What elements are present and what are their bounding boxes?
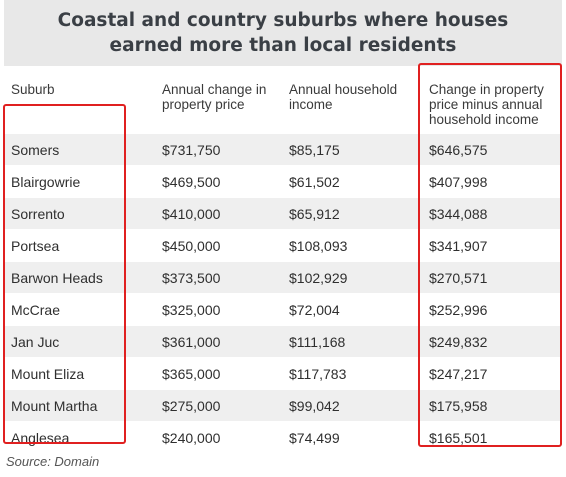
header-price-minus-income: Change in property price minus annual ho… bbox=[429, 82, 544, 127]
table-row: Somers $731,750 $85,175 $646,575 bbox=[4, 134, 562, 166]
header-suburb: Suburb bbox=[11, 82, 55, 97]
cell-price-change: $469,500 bbox=[162, 174, 221, 190]
table-title-box: Coastal and country suburbs where houses… bbox=[4, 0, 562, 66]
cell-suburb: Anglesea bbox=[11, 430, 70, 446]
cell-price-minus-income: $252,996 bbox=[429, 302, 488, 318]
cell-price-change: $731,750 bbox=[162, 142, 221, 158]
cell-price-change: $373,500 bbox=[162, 270, 221, 286]
cell-suburb: Jan Juc bbox=[11, 334, 60, 350]
cell-price-minus-income: $175,958 bbox=[429, 398, 488, 414]
table-title: Coastal and country suburbs where houses… bbox=[57, 10, 509, 56]
cell-price-minus-income: $646,575 bbox=[429, 142, 488, 158]
table-row: Anglesea $240,000 $74,499 $165,501 bbox=[4, 422, 562, 454]
cell-household-income: $102,929 bbox=[289, 270, 348, 286]
cell-price-minus-income: $165,501 bbox=[429, 430, 488, 446]
header-household-income: Annual household income bbox=[289, 82, 398, 112]
header-price-change: Annual change in property price bbox=[162, 82, 267, 112]
table-row: McCrae $325,000 $72,004 $252,996 bbox=[4, 294, 562, 326]
cell-suburb: Mount Martha bbox=[11, 398, 98, 414]
cell-suburb: Somers bbox=[11, 142, 60, 158]
cell-price-change: $325,000 bbox=[162, 302, 221, 318]
cell-price-minus-income: $249,832 bbox=[429, 334, 488, 350]
cell-household-income: $61,502 bbox=[289, 174, 340, 190]
cell-household-income: $108,093 bbox=[289, 238, 348, 254]
table-row: Mount Eliza $365,000 $117,783 $247,217 bbox=[4, 358, 562, 390]
cell-price-minus-income: $270,571 bbox=[429, 270, 488, 286]
table-row: Sorrento $410,000 $65,912 $344,088 bbox=[4, 198, 562, 230]
cell-household-income: $99,042 bbox=[289, 398, 340, 414]
source-note: Source: Domain bbox=[6, 454, 100, 469]
table-row: Portsea $450,000 $108,093 $341,907 bbox=[4, 230, 562, 262]
cell-price-minus-income: $341,907 bbox=[429, 238, 488, 254]
cell-suburb: McCrae bbox=[11, 302, 61, 318]
cell-household-income: $65,912 bbox=[289, 206, 340, 222]
cell-suburb: Blairgowrie bbox=[11, 174, 81, 190]
table-row: Blairgowrie $469,500 $61,502 $407,998 bbox=[4, 166, 562, 198]
cell-price-minus-income: $344,088 bbox=[429, 206, 488, 222]
cell-suburb: Barwon Heads bbox=[11, 270, 103, 286]
cell-household-income: $85,175 bbox=[289, 142, 340, 158]
cell-suburb: Sorrento bbox=[11, 206, 65, 222]
data-table: Suburb Annual change in property price A… bbox=[4, 70, 562, 454]
table-body: Somers $731,750 $85,175 $646,575 Blairgowrie… bbox=[4, 134, 562, 454]
cell-household-income: $72,004 bbox=[289, 302, 340, 318]
table-header-row: Suburb Annual change in property price A… bbox=[4, 70, 562, 134]
cell-household-income: $117,783 bbox=[289, 366, 347, 382]
cell-household-income: $111,168 bbox=[289, 334, 346, 350]
cell-suburb: Portsea bbox=[11, 238, 60, 254]
cell-price-minus-income: $407,998 bbox=[429, 174, 488, 190]
table-row: Mount Martha $275,000 $99,042 $175,958 bbox=[4, 390, 562, 422]
cell-price-minus-income: $247,217 bbox=[429, 366, 488, 382]
cell-price-change: $361,000 bbox=[162, 334, 221, 350]
cell-price-change: $450,000 bbox=[162, 238, 221, 254]
cell-price-change: $275,000 bbox=[162, 398, 221, 414]
table-row: Barwon Heads $373,500 $102,929 $270,571 bbox=[4, 262, 562, 294]
cell-price-change: $365,000 bbox=[162, 366, 221, 382]
cell-price-change: $240,000 bbox=[162, 430, 221, 446]
cell-household-income: $74,499 bbox=[289, 430, 340, 446]
cell-suburb: Mount Eliza bbox=[11, 366, 85, 382]
table-row: Jan Juc $361,000 $111,168 $249,832 bbox=[4, 326, 562, 358]
cell-price-change: $410,000 bbox=[162, 206, 221, 222]
